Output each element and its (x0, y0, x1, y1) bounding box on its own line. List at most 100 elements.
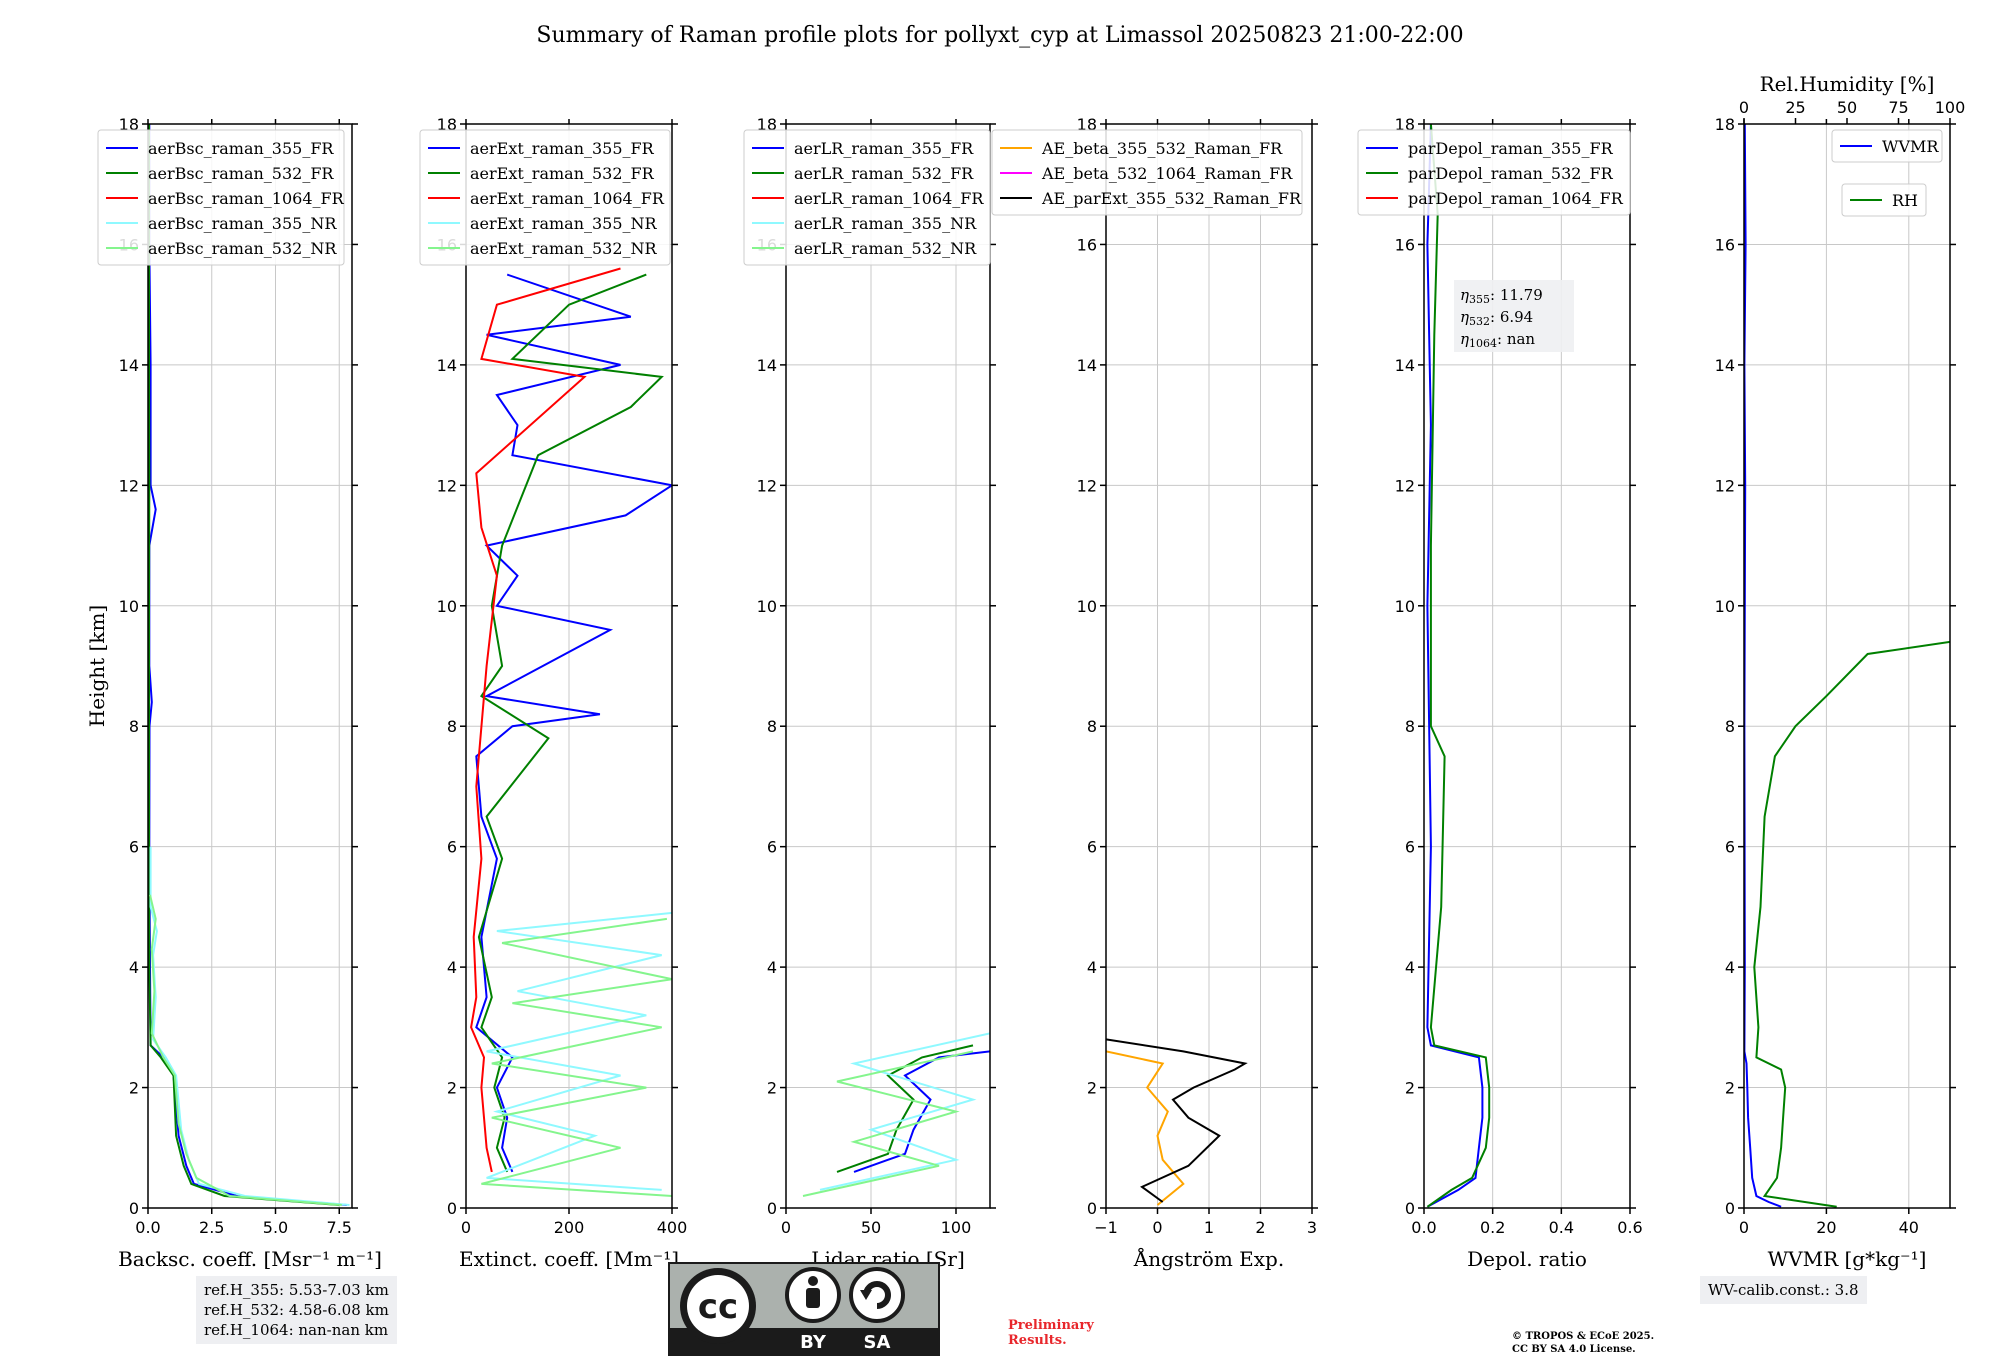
x-tick-label-1: 20 (1816, 1218, 1836, 1237)
y-tick-label-4: 8 (447, 717, 457, 736)
reference-height-box: ref.H_355: 5.53-7.03 km ref.H_532: 4.58-… (196, 1276, 397, 1344)
legend: aerBsc_raman_355_FR aerBsc_raman_532_FRae… (97, 129, 345, 266)
y-tick-label-4: 8 (767, 717, 777, 736)
y-tick-label-5: 10 (757, 597, 777, 616)
copyright-note: © TROPOS & ECoE 2025. CC BY SA 4.0 Licen… (1512, 1330, 1654, 1356)
legend: aerLR_raman_355_FR aerLR_raman_532_FR aerL… (743, 129, 991, 266)
y-tick-label-5: 10 (119, 597, 139, 616)
legend-box (97, 129, 345, 266)
legend-box-wvmr (1831, 129, 1943, 163)
series-aerBsc_raman_355_NR (149, 846, 350, 1206)
y-tick-label-9: 18 (1395, 115, 1415, 134)
preliminary-note: Preliminary Results. (1008, 1318, 1094, 1348)
y-tick-label-6: 12 (437, 476, 457, 495)
series-aerLR_raman_532_FR (836, 1044, 974, 1173)
legend: aerExt_raman_355_FR aerExt_raman_532_FRae… (419, 129, 671, 266)
x-tick-label-3: 2 (1255, 1218, 1265, 1237)
x-tick-label-1: 0.2 (1480, 1218, 1505, 1237)
legend-box (743, 129, 991, 266)
legend-label-2: parDepol_raman_1064_FR (1408, 189, 1624, 208)
y-tick-label-6: 12 (1395, 476, 1415, 495)
x-tick-label-1: 200 (554, 1218, 585, 1237)
series-aerBsc_raman_532_NR (149, 894, 342, 1206)
y-tick-label-8: 16 (1077, 235, 1097, 254)
wv-calibration-box: WV-calib.const.: 3.8 (1700, 1276, 1867, 1304)
x-tick-label-4: 3 (1307, 1218, 1317, 1237)
svg-text:cc: cc (698, 1287, 738, 1327)
legend-label-3: aerBsc_raman_355_NR (148, 214, 337, 233)
copyright-line-1: © TROPOS & ECoE 2025. (1512, 1331, 1655, 1342)
y-tick-label-2: 4 (447, 958, 457, 977)
top-tick-label-1: 25 (1785, 98, 1805, 117)
y-tick-label-6: 12 (1715, 476, 1735, 495)
preliminary-line-2: Results. (1008, 1333, 1067, 1348)
series-aerLR_raman_532_NR (802, 1050, 974, 1197)
panel-5: 0 2 4 6 8 10 12 14 16 18 0.0 0.2 0.4 0.6 Depol. ratio p… (1357, 115, 1643, 1271)
series-aerLR_raman_355_NR (819, 1032, 990, 1191)
legend-label-4: aerLR_raman_532_NR (794, 239, 977, 258)
x-tick-label-1: 2.5 (199, 1218, 224, 1237)
x-tick-label-2: 400 (657, 1218, 688, 1237)
x-tick-label-0: 0 (781, 1218, 791, 1237)
x-tick-label-2: 40 (1899, 1218, 1919, 1237)
series-parDepol_raman_355_FR (1426, 124, 1484, 1208)
legend-label-wvmr: WVMR (1882, 137, 1939, 156)
legend-label-1: aerExt_raman_532_FR (470, 164, 655, 183)
y-tick-label-3: 6 (1087, 838, 1097, 857)
y-tick-label-1: 2 (129, 1079, 139, 1098)
ref-height-532: ref.H_532: 4.58-6.08 km (204, 1301, 389, 1319)
y-tick-label-2: 4 (767, 958, 777, 977)
top-tick-label-0: 0 (1739, 98, 1749, 117)
preliminary-line-1: Preliminary (1008, 1318, 1094, 1333)
y-tick-label-1: 2 (767, 1079, 777, 1098)
series-aerBsc_raman_355_FR (148, 124, 347, 1206)
series-aerExt_raman_355_FR (475, 273, 672, 1173)
y-tick-label-2: 4 (129, 958, 139, 977)
y-tick-label-3: 6 (767, 838, 777, 857)
plot-frame (147, 123, 353, 1209)
y-tick-label-7: 14 (437, 356, 457, 375)
y-tick-label-5: 10 (1715, 597, 1735, 616)
legend-label-1: AE_beta_532_1064_Raman_FR (1041, 164, 1293, 183)
y-tick-label-3: 6 (1405, 838, 1415, 857)
y-tick-label-0: 0 (129, 1199, 139, 1218)
top-tick-label-2: 50 (1837, 98, 1857, 117)
y-tick-label-6: 12 (119, 476, 139, 495)
series-WVMR (1744, 124, 1782, 1208)
y-tick-label-8: 16 (1715, 235, 1735, 254)
y-tick-label-2: 4 (1087, 958, 1097, 977)
y-tick-label-7: 14 (1395, 356, 1415, 375)
figure-title: Summary of Raman profile plots for polly… (536, 23, 1463, 48)
series-aerExt_raman_1064_FR (470, 267, 621, 1173)
plot-frame (1423, 123, 1631, 1209)
x-tick-label-0: 0.0 (1411, 1218, 1436, 1237)
series-RH (1753, 640, 1950, 1208)
legend-label-2: aerExt_raman_1064_FR (470, 189, 665, 208)
y-tick-label-0: 0 (1087, 1199, 1097, 1218)
legend-label-1: parDepol_raman_532_FR (1408, 164, 1614, 183)
series-aerLR_raman_355_FR (853, 1050, 990, 1173)
ref-height-355: ref.H_355: 5.53-7.03 km (204, 1281, 389, 1299)
series-group (148, 124, 350, 1206)
y-tick-label-5: 10 (1077, 597, 1097, 616)
y-tick-label-7: 14 (119, 356, 139, 375)
legend-label-1: aerLR_raman_532_FR (794, 164, 974, 183)
legend-box-rh (1841, 183, 1927, 217)
y-tick-label-7: 14 (1077, 356, 1097, 375)
x-tick-label-2: 100 (941, 1218, 972, 1237)
y-tick-label-6: 12 (757, 476, 777, 495)
legend-label-0: AE_beta_355_532_Raman_FR (1041, 139, 1283, 158)
legend: WVMR RH (1831, 129, 1943, 217)
y-tick-label-8: 16 (1395, 235, 1415, 254)
panel-2: 0246810121416180200400Extinct. coeff. [M… (419, 115, 688, 1271)
y-tick-label-3: 6 (447, 838, 457, 857)
eta-532: η532: 6.94 (1460, 308, 1533, 328)
y-tick-label-9: 18 (437, 115, 457, 134)
y-tick-label-0: 0 (767, 1199, 777, 1218)
series-aerExt_raman_532_FR (477, 273, 664, 1173)
eta-box (1454, 280, 1574, 352)
